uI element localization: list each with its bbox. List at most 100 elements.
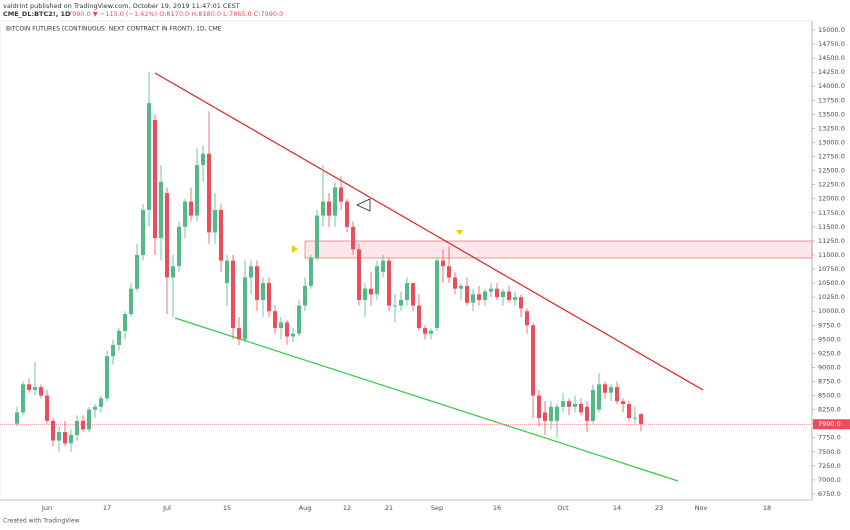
candle-body [435, 260, 439, 329]
x-tick-label: Jun [41, 504, 52, 512]
marker-left [356, 198, 371, 212]
candle-body [387, 260, 391, 306]
candle-body [261, 283, 265, 300]
resistance-zone [304, 240, 813, 259]
candle-body [369, 288, 373, 295]
support-trendline [174, 317, 679, 482]
candle-body [69, 434, 73, 444]
y-tick-label: 14250.0 [818, 68, 845, 76]
y-tick-label: 7750.0 [818, 434, 841, 442]
candle-body [429, 330, 433, 334]
candle-body [501, 291, 505, 298]
y-tick-label: 6750.0 [818, 490, 841, 498]
candle-body [207, 153, 211, 233]
y-tick-label: 11750.0 [818, 209, 845, 217]
candle-body [63, 432, 67, 444]
x-tick-label: 16 [493, 504, 501, 512]
y-tick-label: 11500.0 [818, 223, 845, 231]
candle-body [243, 277, 247, 340]
candle-body [423, 328, 427, 334]
candle-body [345, 201, 349, 227]
candle-body [579, 403, 583, 413]
candle-body [255, 266, 259, 300]
candle-body [393, 305, 397, 307]
candle-body [21, 384, 25, 413]
candle-body [417, 305, 421, 329]
candle-body [93, 406, 97, 410]
y-tick-label: 9000.0 [818, 363, 841, 371]
candle-body [615, 387, 619, 402]
candle-body [375, 266, 379, 295]
candle-body [567, 401, 571, 407]
candle-body [279, 322, 283, 329]
x-tick-label: 18 [763, 504, 771, 512]
candle-body [531, 325, 535, 396]
y-tick-label: 12500.0 [818, 167, 845, 175]
y-tick-label: 8250.0 [818, 406, 841, 414]
candle-body [315, 215, 319, 258]
candle-body [621, 401, 625, 404]
candle-body [99, 398, 103, 407]
y-tick-label: 8750.0 [818, 378, 841, 386]
candle-body [333, 187, 337, 216]
y-tick-label: 14500.0 [818, 54, 845, 62]
candle-body [357, 249, 361, 300]
candle-body [327, 201, 331, 216]
y-tick-label: 12000.0 [818, 195, 845, 203]
candle-body [609, 387, 613, 393]
y-tick-label: 10250.0 [818, 293, 845, 301]
candle-body [459, 285, 463, 289]
candle-body [573, 403, 577, 407]
chart-title: BITCOIN FUTURES (CONTINUOUS: NEXT CONTRA… [6, 26, 222, 33]
candle-body [381, 260, 385, 272]
candle-body [75, 420, 79, 435]
candle-body [15, 412, 19, 424]
candle-body [351, 226, 355, 250]
candle-body [513, 297, 517, 300]
candle-body [195, 164, 199, 216]
symbol: CME_DL:BTC2!, 1D [3, 10, 71, 18]
candle-body [339, 187, 343, 202]
last-price-box [813, 419, 850, 430]
y-tick-label: 9250.0 [818, 349, 841, 357]
candle-body [45, 395, 49, 421]
candle-body [465, 285, 469, 303]
candle-body [519, 297, 523, 309]
y-tick-label: 7500.0 [818, 448, 841, 456]
candle-body [183, 201, 187, 227]
x-tick-label: 21 [385, 504, 393, 512]
candle-body [495, 288, 499, 298]
x-tick-label: 17 [103, 504, 111, 512]
y-tick-label: 13750.0 [818, 96, 845, 104]
y-tick-label: 9750.0 [818, 321, 841, 329]
candle-body [117, 330, 121, 345]
candle-body [585, 406, 589, 421]
y-tick-label: 7000.0 [818, 476, 841, 484]
candle-body [165, 193, 169, 278]
footer: Created with TradingView [3, 518, 80, 525]
candle-body [405, 283, 409, 300]
candle-body [507, 291, 511, 300]
x-tick-label: Sep [431, 504, 443, 512]
candle-body [129, 288, 133, 315]
candle-body [549, 406, 553, 421]
candle-body [189, 201, 193, 216]
candle-body [477, 294, 481, 300]
candle-body [489, 288, 493, 292]
y-tick-label: 13250.0 [818, 124, 845, 132]
candle-body [267, 283, 271, 312]
candle-body [87, 409, 91, 430]
candle-body [525, 311, 529, 326]
candle-body [633, 417, 637, 419]
candle-body [51, 420, 55, 441]
marker-right [292, 245, 298, 253]
x-tick-label: 15 [223, 504, 231, 512]
candle-body [135, 254, 139, 289]
y-tick-label: 8500.0 [818, 392, 841, 400]
y-tick-label: 11000.0 [818, 251, 845, 259]
candle-body [543, 412, 547, 421]
y-tick-label: 14000.0 [818, 82, 845, 90]
candle-body [111, 344, 115, 357]
x-tick-label: Aug [299, 504, 312, 512]
